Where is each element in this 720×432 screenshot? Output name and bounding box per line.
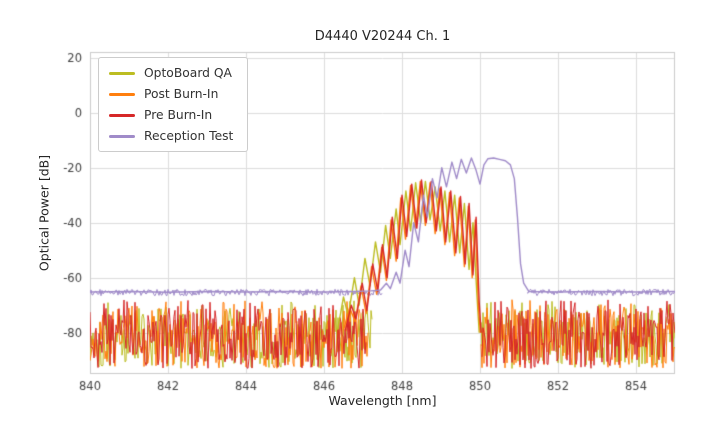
legend: OptoBoard QA Post Burn-In Pre Burn-In Recep… (98, 57, 249, 152)
legend-label: Pre Burn-In (144, 108, 213, 122)
chart-title: D4440 V20244 Ch. 1 (314, 29, 451, 44)
x-axis-label: Wavelength [nm] (328, 393, 437, 408)
y-axis-label: Optical Power [dB] (36, 154, 52, 272)
legend-item: Reception Test (109, 129, 233, 143)
legend-line-swatch (109, 113, 135, 117)
legend-item: Post Burn-In (109, 87, 233, 101)
legend-line-swatch (109, 71, 135, 75)
legend-label: OptoBoard QA (144, 66, 232, 80)
legend-line-swatch (109, 134, 135, 138)
legend-item: Pre Burn-In (109, 108, 233, 122)
legend-label: Post Burn-In (144, 87, 219, 101)
legend-label: Reception Test (144, 129, 234, 143)
legend-item: OptoBoard QA (109, 66, 233, 80)
legend-line-swatch (109, 92, 135, 96)
